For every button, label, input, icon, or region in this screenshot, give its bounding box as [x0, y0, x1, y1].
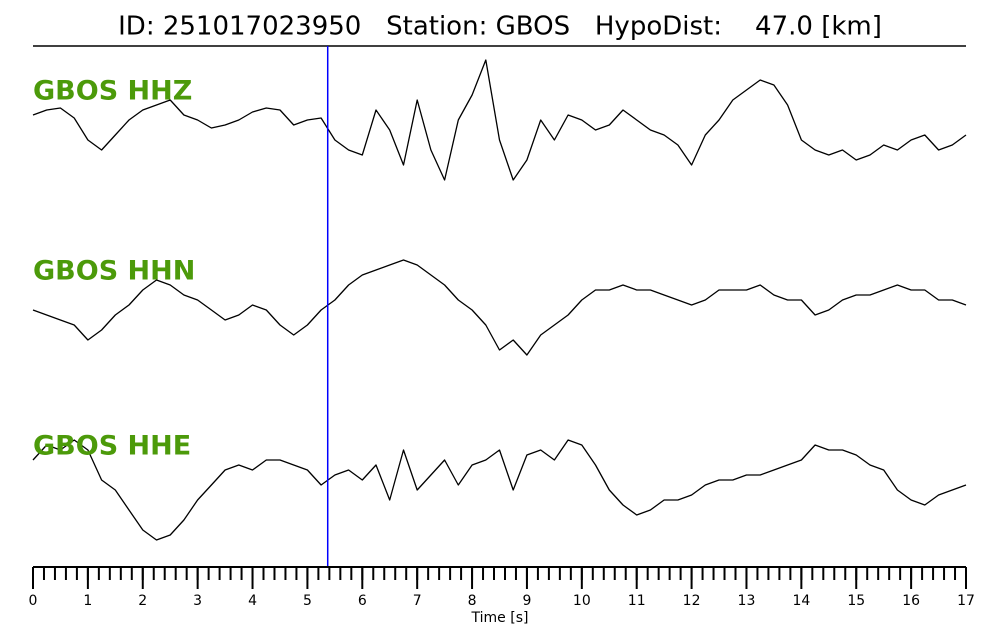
x-tick-label: 9 [522, 593, 531, 609]
x-tick-label: 8 [468, 593, 477, 609]
x-tick-label: 0 [29, 593, 38, 609]
x-tick-label: 4 [248, 593, 257, 609]
x-tick-label: 16 [902, 593, 920, 609]
x-tick-label: 2 [138, 593, 147, 609]
trace-label: GBOS HHZ [33, 76, 192, 107]
trace-label: GBOS HHE [33, 431, 191, 462]
x-tick-label: 1 [83, 593, 92, 609]
waveform [32, 439, 967, 541]
x-tick-label: 17 [957, 593, 975, 609]
x-tick-label: 15 [847, 593, 865, 609]
x-tick-label: 3 [193, 593, 202, 609]
x-tick-label: 7 [413, 593, 422, 609]
x-tick-label: 14 [792, 593, 810, 609]
x-tick-label: 11 [628, 593, 646, 609]
x-axis-label: Time [s] [471, 610, 529, 626]
waveform [32, 59, 967, 181]
trace-label: GBOS HHN [33, 256, 195, 287]
x-tick-label: 10 [573, 593, 591, 609]
waveform [32, 259, 967, 356]
x-tick-label: 13 [738, 593, 756, 609]
chart-title: ID: 251017023950 Station: GBOS HypoDist:… [118, 12, 882, 42]
x-tick-label: 12 [683, 593, 701, 609]
x-tick-label: 5 [303, 593, 312, 609]
x-tick-label: 6 [358, 593, 367, 609]
